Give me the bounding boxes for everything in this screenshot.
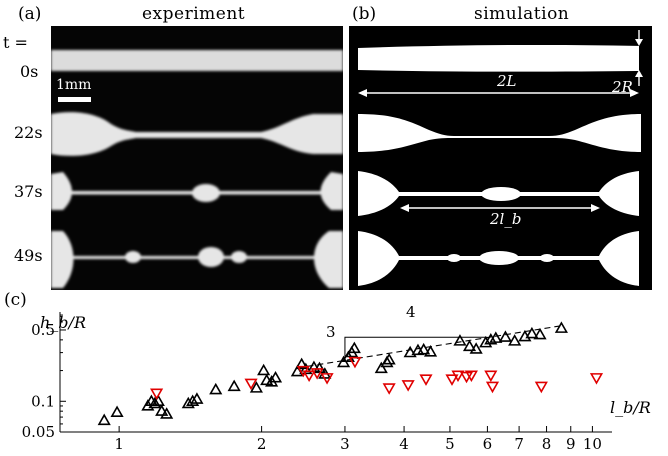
x-tick-label: 6 [483, 435, 493, 453]
time-header: t = [3, 33, 28, 52]
y-axis-label: h_b/R [40, 313, 86, 332]
data-point-black [417, 342, 431, 355]
experiment-panel [51, 26, 343, 290]
data-point-black [479, 335, 493, 348]
data-point-red [485, 381, 500, 394]
experiment-images [51, 26, 343, 290]
x-axis-label: l_b/R [610, 398, 651, 417]
data-point-black [97, 413, 111, 426]
data-point-red [382, 383, 396, 395]
data-point-black [469, 342, 483, 354]
panel-a-label: (a) [18, 4, 42, 24]
data-point-black [374, 361, 388, 374]
data-point-black [190, 392, 204, 404]
data-point-black [554, 321, 568, 333]
data-point-black [382, 352, 396, 365]
data-point-black [489, 331, 503, 343]
data-point-black [186, 394, 200, 406]
time-label-0: 0s [20, 62, 39, 81]
simulation-images [349, 26, 652, 290]
panel-c-label: (c) [4, 290, 27, 310]
data-point-black [110, 405, 124, 417]
data-point-red [244, 378, 258, 391]
x-tick-label: 9 [566, 435, 576, 453]
data-point-black [462, 339, 477, 352]
x-tick-label: 10 [583, 435, 602, 453]
panel-b-title: simulation [474, 4, 570, 24]
x-tick-label: 2 [257, 435, 267, 453]
data-point-red [419, 374, 433, 386]
time-label-1: 22s [14, 123, 43, 142]
scale-bar [58, 97, 91, 102]
annotation-2L: 2L [497, 72, 517, 90]
data-point-red [302, 370, 316, 383]
data-point-red [320, 373, 334, 385]
y-tick-label: 0.1 [31, 392, 55, 410]
data-point-red [534, 381, 548, 394]
slope-run-label: 4 [406, 303, 416, 321]
data-point-red [401, 380, 415, 392]
data-point-black [423, 345, 438, 357]
data-point-black [249, 381, 263, 393]
data-point-red [484, 370, 498, 383]
data-point-red [589, 373, 604, 385]
x-tick-label: 5 [445, 435, 455, 453]
data-point-black [148, 396, 162, 409]
data-point-black [257, 363, 271, 376]
simulation-panel [349, 26, 652, 290]
x-tick-label: 3 [340, 435, 350, 453]
annotation-2R: 2R [612, 78, 633, 96]
data-point-black [403, 345, 417, 358]
data-point-red [348, 356, 362, 369]
x-tick-label: 1 [114, 435, 124, 453]
data-point-black [533, 327, 547, 340]
data-point-red [451, 370, 465, 383]
data-point-black [484, 333, 498, 345]
annotation-2lb: 2l_b [490, 210, 522, 228]
x-tick-label: 8 [542, 435, 552, 453]
data-point-red [445, 374, 459, 386]
slope-triangle [344, 336, 488, 361]
data-point-red [464, 370, 478, 383]
data-point-red [310, 368, 324, 380]
x-tick-label: 7 [514, 435, 524, 453]
data-point-black [498, 330, 513, 342]
data-point-black [227, 379, 241, 392]
time-label-2: 37s [14, 182, 43, 201]
data-point-black [295, 357, 309, 370]
data-point-black [209, 382, 223, 395]
data-point-black [312, 361, 327, 374]
scale-bar-label: 1mm [56, 77, 92, 93]
data-point-black [160, 407, 174, 419]
data-point-red [150, 388, 164, 401]
y-tick-label: 0.5 [31, 321, 55, 339]
x-tick-label: 4 [399, 435, 409, 453]
panel-a-title: experiment [142, 4, 246, 24]
data-point-black [508, 334, 522, 346]
data-point-black [525, 326, 539, 339]
time-label-3: 49s [14, 246, 43, 265]
panel-b-label: (b) [352, 4, 377, 24]
data-point-black [347, 341, 361, 354]
slope-rise-label: 3 [326, 323, 336, 341]
y-tick-label: 0.05 [22, 423, 55, 441]
data-point-black [453, 334, 467, 346]
data-point-black [268, 370, 283, 383]
data-point-black [151, 394, 165, 406]
data-point-black [155, 404, 169, 416]
